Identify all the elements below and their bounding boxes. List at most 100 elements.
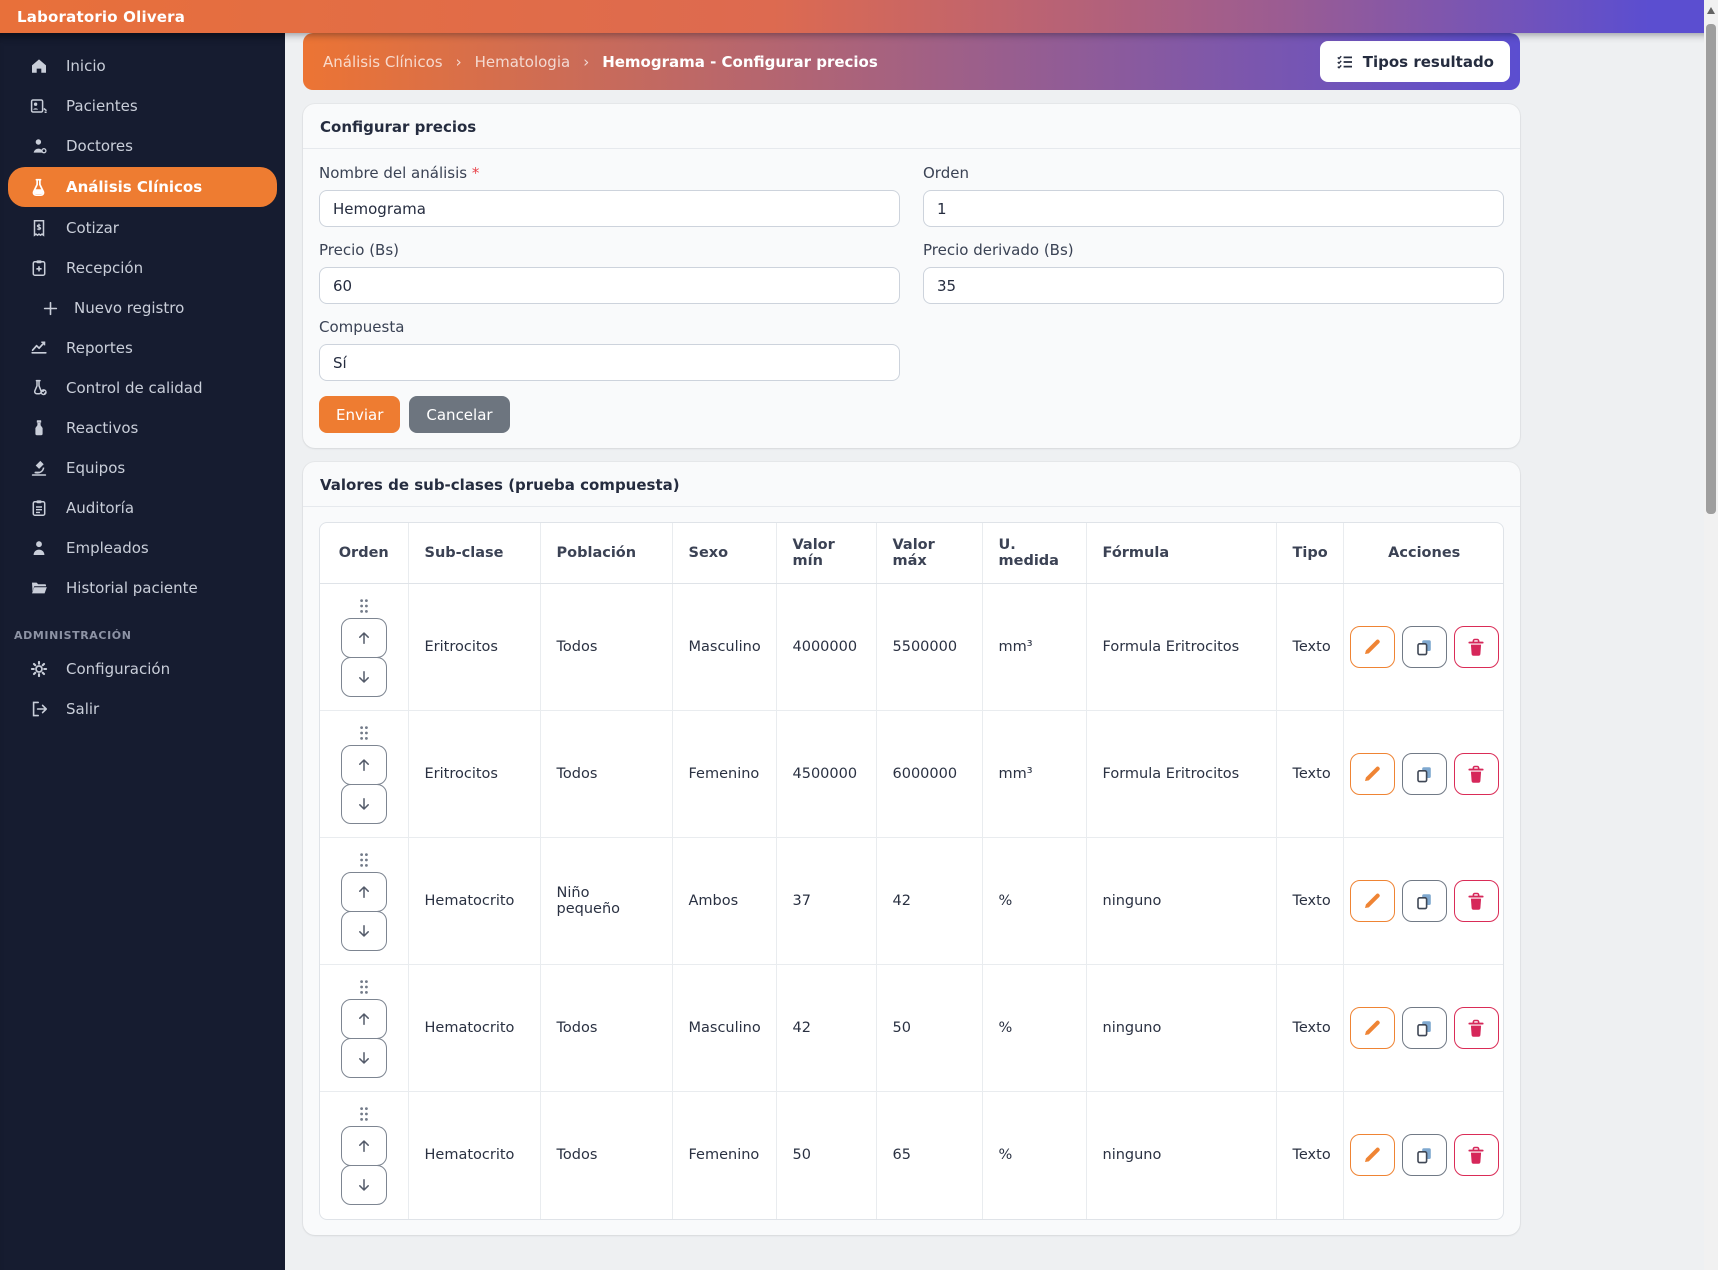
copy-button[interactable] — [1401, 626, 1447, 668]
compuesta-label: Compuesta — [319, 318, 405, 336]
sidebar-item-analisis-clinicos[interactable]: Análisis Clínicos — [8, 167, 277, 207]
edit-button[interactable] — [1349, 1134, 1395, 1177]
drag-handle-icon[interactable] — [358, 1106, 370, 1122]
breadcrumb-hematologia[interactable]: Hematologia — [474, 52, 571, 71]
cell-poblacion: Niño pequeño — [539, 837, 672, 965]
cell-sub-clase: Hematocrito — [407, 964, 540, 1092]
breadcrumb: Análisis Clínicos › Hematologia › Hemogr… — [303, 33, 1520, 90]
nombre-analisis-label: Nombre del análisis — [319, 164, 468, 182]
cell-sexo: Ambos — [671, 837, 776, 965]
precio-derivado-label: Precio derivado (Bs) — [923, 241, 1074, 259]
move-up-button[interactable] — [340, 744, 387, 785]
precio-label: Precio (Bs) — [319, 241, 400, 259]
compuesta-input[interactable] — [319, 344, 900, 381]
drag-handle-icon[interactable] — [358, 979, 370, 995]
drag-handle-icon[interactable] — [358, 852, 370, 868]
enviar-button[interactable]: Enviar — [319, 396, 401, 433]
delete-button[interactable] — [1453, 1007, 1500, 1049]
nombre-analisis-input[interactable] — [319, 190, 900, 227]
sidebar-item-nuevo-registro[interactable]: Nuevo registro — [0, 288, 285, 328]
card-title: Configurar precios — [303, 104, 1520, 149]
edit-button[interactable] — [1349, 753, 1395, 795]
move-up-button[interactable] — [340, 998, 387, 1039]
sidebar-item-reportes[interactable]: Reportes — [0, 328, 285, 368]
breadcrumb-current-page: Hemograma - Configurar precios — [602, 52, 878, 71]
plus-icon — [41, 299, 60, 318]
sidebar-item-inicio[interactable]: Inicio — [0, 46, 285, 86]
delete-button[interactable] — [1453, 626, 1500, 668]
delete-button[interactable] — [1453, 753, 1500, 795]
sidebar: Inicio Pacientes Doctores Análisis Clíni… — [0, 33, 285, 1270]
home-icon — [29, 57, 48, 76]
move-down-button[interactable] — [340, 1037, 387, 1078]
copy-button[interactable] — [1401, 1007, 1447, 1049]
orden-input[interactable] — [923, 190, 1504, 227]
scrollbar-thumb[interactable] — [1706, 24, 1716, 514]
sidebar-item-salir[interactable]: Salir — [0, 689, 285, 729]
move-down-button[interactable] — [340, 783, 387, 824]
sidebar-item-doctores[interactable]: Doctores — [0, 126, 285, 166]
cell-valor-min: 4000000 — [775, 583, 876, 711]
sidebar-item-recepcion[interactable]: Recepción — [0, 248, 285, 288]
delete-button[interactable] — [1453, 1134, 1500, 1177]
edit-button[interactable] — [1349, 880, 1395, 922]
trash-icon — [1467, 1019, 1485, 1038]
move-up-button[interactable] — [340, 617, 387, 658]
cell-valor-max: 5500000 — [875, 583, 982, 711]
sidebar-item-cotizar[interactable]: Cotizar — [0, 208, 285, 248]
edit-button[interactable] — [1349, 1007, 1395, 1049]
checklist-icon — [1336, 53, 1354, 71]
delete-button[interactable] — [1453, 880, 1500, 922]
col-tipo: Tipo — [1275, 523, 1343, 584]
sidebar-item-reactivos[interactable]: Reactivos — [0, 408, 285, 448]
cell-formula: Formula Eritrocitos — [1085, 710, 1276, 838]
cell-valor-max: 50 — [875, 964, 982, 1092]
move-down-button[interactable] — [340, 910, 387, 951]
sidebar-item-empleados[interactable]: Empleados — [0, 528, 285, 568]
scrollbar-up-arrow[interactable] — [1707, 7, 1715, 14]
cancelar-button[interactable]: Cancelar — [409, 396, 510, 433]
sidebar-item-configuracion[interactable]: Configuración — [0, 649, 285, 689]
tipos-resultado-button[interactable]: Tipos resultado — [1319, 41, 1510, 82]
cell-poblacion: Todos — [539, 964, 672, 1092]
card-title: Valores de sub-clases (prueba compuesta) — [303, 462, 1520, 507]
sidebar-item-control-de-calidad[interactable]: Control de calidad — [0, 368, 285, 408]
move-down-button[interactable] — [340, 1164, 387, 1205]
drag-handle-icon[interactable] — [358, 598, 370, 614]
copy-icon — [1415, 892, 1434, 911]
sidebar-item-equipos[interactable]: Equipos — [0, 448, 285, 488]
required-asterisk: * — [471, 164, 480, 182]
sidebar-item-label: Auditoría — [66, 499, 135, 517]
edit-button[interactable] — [1349, 626, 1395, 668]
breadcrumb-analisis-clinicos[interactable]: Análisis Clínicos — [323, 52, 443, 71]
sidebar-item-label: Inicio — [66, 57, 106, 75]
table-row: Hematocrito Todos Femenino 50 65 % ningu… — [320, 1091, 1503, 1219]
move-down-button[interactable] — [340, 656, 387, 697]
move-up-button[interactable] — [340, 1125, 387, 1166]
table-row: Hematocrito Todos Masculino 42 50 % ning… — [320, 964, 1503, 1092]
cell-u-medida: mm³ — [981, 710, 1086, 838]
copy-button[interactable] — [1401, 1134, 1447, 1177]
copy-button[interactable] — [1401, 880, 1447, 922]
copy-button[interactable] — [1401, 753, 1447, 795]
scrollbar[interactable] — [1704, 0, 1718, 1270]
cell-tipo: Texto — [1275, 1091, 1343, 1219]
logout-icon — [29, 700, 48, 719]
flask-icon — [29, 178, 48, 197]
drag-handle-icon[interactable] — [358, 725, 370, 741]
copy-icon — [1415, 638, 1434, 657]
pencil-icon — [1362, 764, 1382, 784]
sidebar-item-pacientes[interactable]: Pacientes — [0, 86, 285, 126]
sidebar-item-auditoria[interactable]: Auditoría — [0, 488, 285, 528]
sidebar-item-historial-paciente[interactable]: Historial paciente — [0, 568, 285, 608]
cell-formula: ninguno — [1085, 837, 1276, 965]
cell-valor-max: 42 — [875, 837, 982, 965]
cell-valor-min: 37 — [775, 837, 876, 965]
move-up-button[interactable] — [340, 871, 387, 912]
precio-input[interactable] — [319, 267, 900, 304]
sidebar-item-label: Control de calidad — [66, 379, 203, 397]
pencil-icon — [1362, 891, 1382, 911]
precio-derivado-input[interactable] — [923, 267, 1504, 304]
cell-sexo: Femenino — [671, 710, 776, 838]
table-header-row: Orden Sub-clase Población Sexo Valor mín… — [320, 523, 1503, 584]
